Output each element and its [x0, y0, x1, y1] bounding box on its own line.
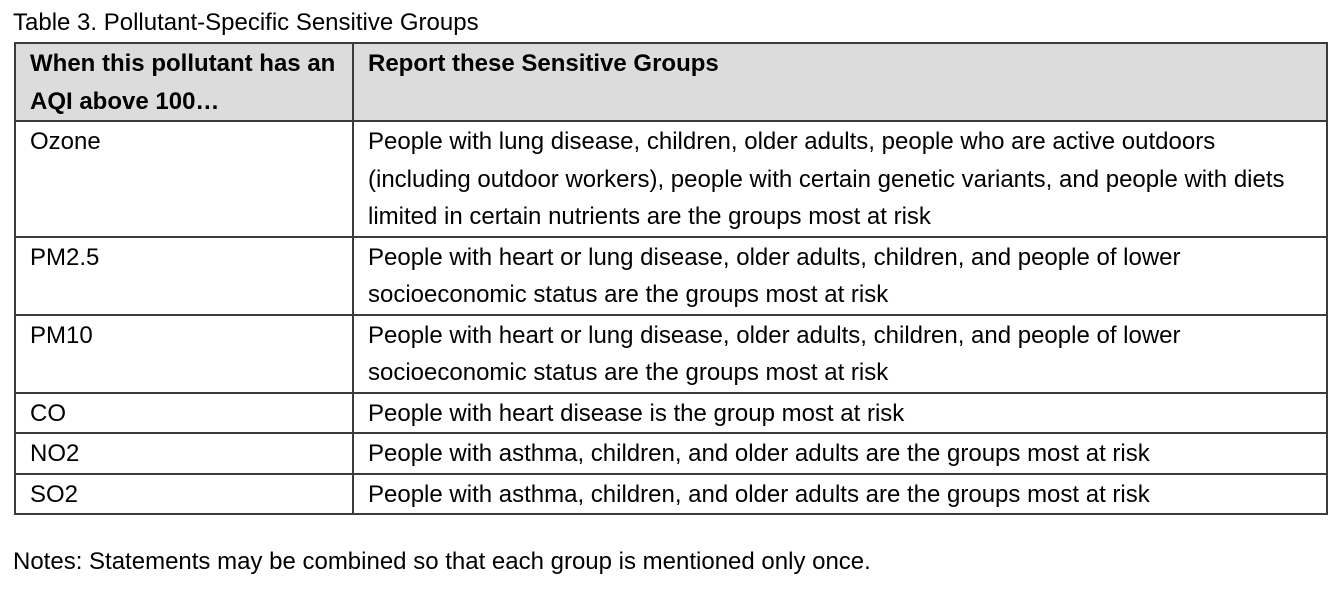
sensitive-groups-cell: People with heart or lung disease, older… — [352, 313, 1328, 394]
column-header-pollutant: When this pollutant has an AQI above 100… — [14, 42, 354, 122]
pollutant-cell: PM10 — [14, 313, 354, 394]
table-row: CO People with heart disease is the grou… — [14, 391, 1328, 434]
sensitive-groups-cell: People with lung disease, children, olde… — [352, 120, 1328, 238]
table-row: PM2.5 People with heart or lung disease,… — [14, 235, 1328, 316]
sensitive-groups-cell: People with heart or lung disease, older… — [352, 235, 1328, 316]
sensitive-groups-cell: People with heart disease is the group m… — [352, 391, 1328, 434]
table-row: NO2 People with asthma, children, and ol… — [14, 432, 1328, 475]
pollutant-cell: PM2.5 — [14, 235, 354, 316]
table-header-row: When this pollutant has an AQI above 100… — [14, 42, 1328, 122]
table-notes: Notes: Statements may be combined so tha… — [13, 548, 871, 575]
table-caption: Table 3. Pollutant-Specific Sensitive Gr… — [13, 9, 479, 36]
table-row: PM10 People with heart or lung disease, … — [14, 313, 1328, 394]
pollutant-cell: SO2 — [14, 472, 354, 515]
pollutant-cell: Ozone — [14, 120, 354, 238]
table-row: SO2 People with asthma, children, and ol… — [14, 472, 1328, 515]
pollutant-cell: NO2 — [14, 432, 354, 475]
column-header-sensitive-groups: Report these Sensitive Groups — [352, 42, 1328, 122]
sensitive-groups-cell: People with asthma, children, and older … — [352, 472, 1328, 515]
pollutant-cell: CO — [14, 391, 354, 434]
sensitive-groups-table: When this pollutant has an AQI above 100… — [14, 42, 1328, 515]
sensitive-groups-cell: People with asthma, children, and older … — [352, 432, 1328, 475]
table-row: Ozone People with lung disease, children… — [14, 120, 1328, 238]
